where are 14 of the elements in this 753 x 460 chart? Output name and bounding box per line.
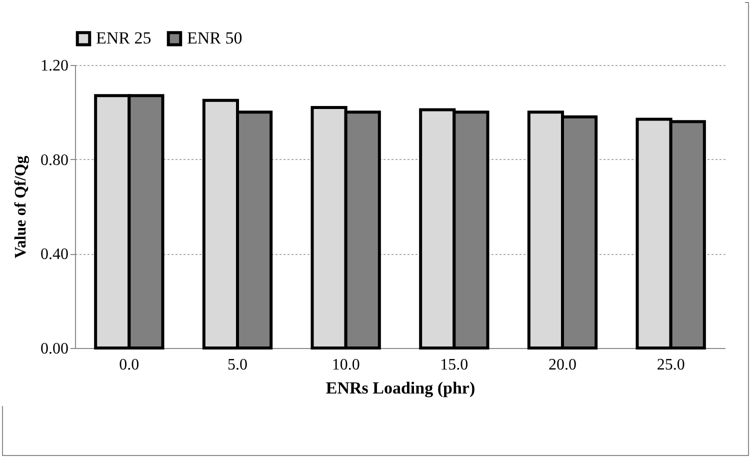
x-axis-title: ENRs Loading (phr) xyxy=(326,378,476,398)
x-tick-label: 10.0 xyxy=(332,356,360,374)
y-axis-title: Value of Qf/Qg xyxy=(12,156,30,258)
x-tick-label: 0.0 xyxy=(119,356,140,374)
y-tick-label: 0.80 xyxy=(40,152,68,169)
legend-label: ENR 50 xyxy=(187,28,242,48)
y-tick-label: 0.40 xyxy=(40,246,68,264)
legend-label: ENR 25 xyxy=(96,28,152,48)
x-tick-label: 5.0 xyxy=(228,356,248,374)
x-tick-label: 20.0 xyxy=(548,356,576,374)
y-tick-label: 1.20 xyxy=(40,58,68,74)
x-tick-label: 25.0 xyxy=(656,356,685,374)
y-tick-label: 0.00 xyxy=(40,340,68,358)
x-tick-label: 15.0 xyxy=(440,356,468,374)
